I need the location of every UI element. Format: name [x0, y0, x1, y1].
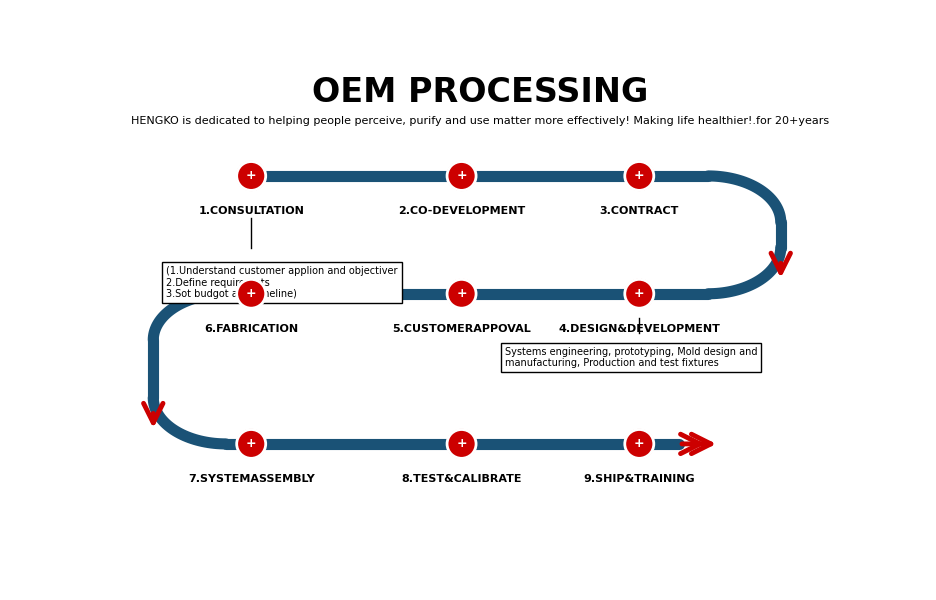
Ellipse shape	[237, 280, 266, 308]
Ellipse shape	[447, 161, 476, 190]
Ellipse shape	[625, 430, 654, 458]
Text: HENGKO is dedicated to helping people perceive, purify and use matter more effec: HENGKO is dedicated to helping people pe…	[131, 116, 828, 125]
Text: 7.SYSTEMASSEMBLY: 7.SYSTEMASSEMBLY	[188, 474, 314, 484]
Text: 5.CUSTOMERAPPOVAL: 5.CUSTOMERAPPOVAL	[392, 324, 531, 334]
Text: 3.CONTRACT: 3.CONTRACT	[600, 206, 679, 216]
Text: +: +	[634, 437, 645, 451]
Text: 2.CO-DEVELOPMENT: 2.CO-DEVELOPMENT	[398, 206, 525, 216]
Ellipse shape	[625, 280, 654, 308]
Text: OEM PROCESSING: OEM PROCESSING	[312, 76, 648, 109]
Text: +: +	[246, 169, 256, 182]
Text: 8.TEST&CALIBRATE: 8.TEST&CALIBRATE	[402, 474, 521, 484]
Ellipse shape	[447, 280, 476, 308]
Text: +: +	[456, 437, 467, 451]
Text: 6.FABRICATION: 6.FABRICATION	[204, 324, 299, 334]
Ellipse shape	[237, 161, 266, 190]
Text: +: +	[456, 287, 467, 300]
Text: +: +	[246, 437, 256, 451]
Text: 9.SHIP&TRAINING: 9.SHIP&TRAINING	[583, 474, 695, 484]
Text: +: +	[456, 169, 467, 182]
Text: +: +	[634, 287, 645, 300]
Text: +: +	[634, 169, 645, 182]
Ellipse shape	[625, 161, 654, 190]
Text: (1.Understand customer applion and objectiver
2.Define requiremnts
3.Sot budgot : (1.Understand customer applion and objec…	[167, 266, 398, 299]
Text: Systems engineering, prototyping, Mold design and
manufacturing, Production and : Systems engineering, prototyping, Mold d…	[505, 347, 757, 368]
Text: 1.CONSULTATION: 1.CONSULTATION	[198, 206, 304, 216]
Ellipse shape	[237, 430, 266, 458]
Text: +: +	[246, 287, 256, 300]
Text: 4.DESIGN&DEVELOPMENT: 4.DESIGN&DEVELOPMENT	[559, 324, 720, 334]
Ellipse shape	[447, 430, 476, 458]
